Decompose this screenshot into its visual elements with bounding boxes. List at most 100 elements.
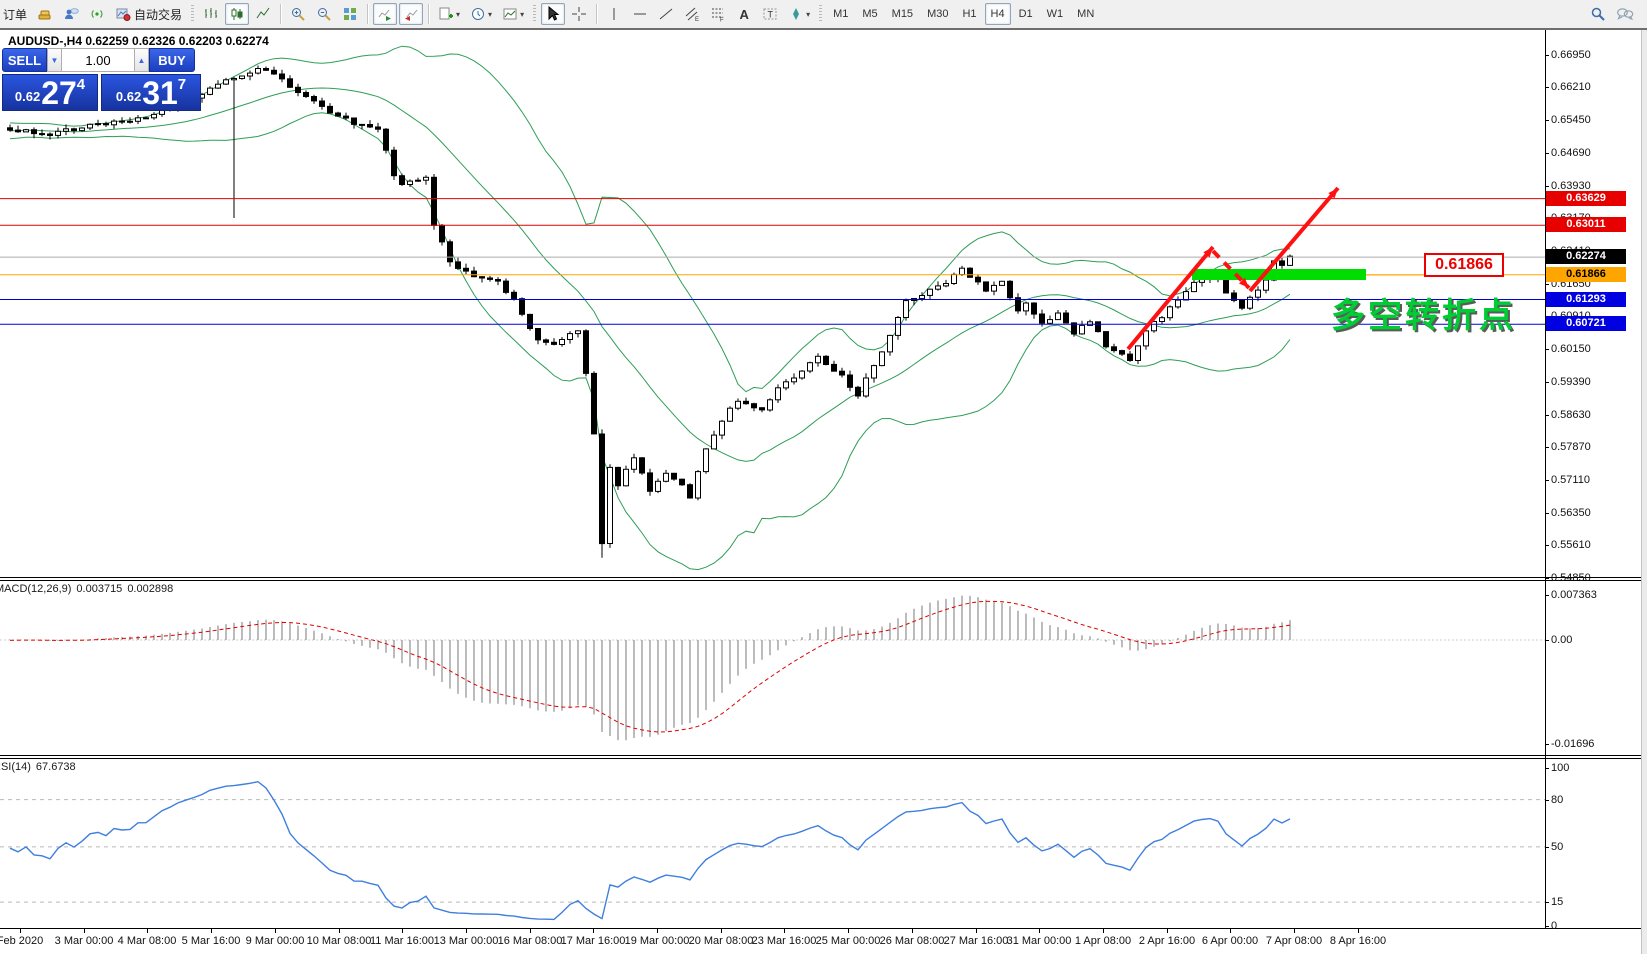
rsi-pane[interactable] [0,759,1545,927]
toolbar: 订单 自动交易 [0,0,1647,29]
date-tick [466,929,467,933]
cursor-button[interactable] [541,3,566,25]
date-tick [211,929,212,933]
text-label-button[interactable]: T [758,3,782,25]
tab-w1[interactable]: W1 [1046,8,1064,20]
volume-up-button[interactable]: ▲ [134,48,149,72]
toolbar-grip[interactable] [191,5,195,23]
chart-shift-button[interactable] [399,3,424,25]
buy-price-button[interactable]: 0.62 31 7 [101,74,201,111]
price-tick: 0.54850 [1551,572,1591,584]
auto-scroll-icon [378,9,392,21]
line-chart-button[interactable] [251,3,275,25]
window-border [0,28,1647,30]
tab-mn[interactable]: MN [1077,8,1095,20]
tab-h4[interactable]: H4 [984,3,1011,25]
new-order-button[interactable]: 订单 [0,3,31,25]
price-tick: 0.64690 [1551,147,1591,159]
date-tick [20,929,21,933]
tab-m15[interactable]: M15 [891,8,914,20]
fibonacci-button[interactable]: F [706,3,730,25]
tab-m30[interactable]: M30 [927,8,949,20]
accounts-button[interactable] [59,3,83,25]
zoom-out-button[interactable] [312,3,336,25]
main-chart-pane[interactable] [0,30,1545,577]
trendline-icon [659,8,673,20]
axis-tick [1545,902,1549,903]
toolbar-separator [280,4,282,24]
shapes-button[interactable]: ▾ [784,3,814,25]
horizontal-line-button[interactable] [628,3,652,25]
trendline-button[interactable] [654,3,678,25]
tab-m1[interactable]: M1 [833,8,849,20]
date-tick [657,929,658,933]
timeframe-group: M1 M5 M15 M30 H1 H4 D1 W1 MN [826,3,1101,25]
rsi-axis-tick: 80 [1551,794,1564,806]
axis-tick [1545,153,1549,154]
bar-chart-button[interactable] [199,3,223,25]
crosshair-button[interactable] [567,3,591,25]
date-tick [1103,929,1104,933]
date-label: 19 Mar 00:00 [624,935,690,947]
toolbar-grip[interactable] [819,5,823,23]
date-label: 17 Mar 16:00 [560,935,626,947]
new-chart-button[interactable]: ▾ [434,3,464,25]
axis-tick [1545,349,1549,350]
sell-button[interactable]: SELL [2,48,47,72]
buy-button[interactable]: BUY [149,48,195,72]
equidistant-channel-button[interactable]: E [680,3,704,25]
chat-button[interactable] [1612,3,1638,25]
zoom-out-icon [318,8,331,21]
date-tick [784,929,785,933]
volume-input[interactable]: 1.00 [62,48,134,72]
price-tick: 0.60150 [1551,343,1591,355]
date-tick [147,929,148,933]
templates-button[interactable]: ▾ [498,3,528,25]
price-callout[interactable]: 0.61866 [1424,253,1504,277]
date-tick [1039,929,1040,933]
annotation-text-cn[interactable]: 多空转折点 [1331,297,1516,335]
one-click-trading-panel: SELL ▼ 1.00 ▲ BUY 0.62 27 4 0.62 31 7 [2,48,201,111]
window-right-strip [1641,30,1647,954]
date-label: 2 Apr 16:00 [1138,935,1196,947]
auto-scroll-button[interactable] [373,3,398,25]
date-tick [721,929,722,933]
chevron-down-icon: ▾ [488,9,493,19]
horizontal-line-icon [634,13,647,15]
date-label: 27 Mar 16:00 [943,935,1009,947]
autotrading-button[interactable]: 自动交易 [111,3,186,25]
buy-price-pip: 7 [177,76,187,93]
tile-windows-button[interactable] [338,3,362,25]
search-button[interactable] [1586,3,1610,25]
gold-ingot-button[interactable] [33,3,57,25]
periods-button[interactable]: ▾ [466,3,496,25]
price-badge: 0.62274 [1546,249,1626,264]
zoom-in-button[interactable] [286,3,310,25]
tab-h1[interactable]: H1 [962,8,977,20]
axis-tick [1545,447,1549,448]
autotrading-icon [116,8,131,21]
tab-m5[interactable]: M5 [862,8,878,20]
signal-button[interactable] [85,3,109,25]
rsi-axis-tick: 50 [1551,841,1564,853]
candlestick-chart-button[interactable] [225,3,250,25]
price-tick: 0.66210 [1551,81,1591,93]
macd-axis-tick: 0.007363 [1551,589,1597,601]
sell-price-button[interactable]: 0.62 27 4 [2,74,98,111]
toolbar-separator [596,4,598,24]
pane-separator[interactable] [0,577,1641,578]
pane-separator[interactable] [0,755,1641,756]
axis-tick [1545,186,1549,187]
price-tick: 0.65450 [1551,114,1591,126]
price-tick: 0.55610 [1551,539,1591,551]
price-tick: 0.58630 [1551,409,1591,421]
macd-pane[interactable] [0,581,1545,754]
date-label: 6 Apr 00:00 [1201,935,1259,947]
volume-down-button[interactable]: ▼ [47,48,62,72]
date-label: 13 Mar 00:00 [433,935,499,947]
tab-d1[interactable]: D1 [1018,8,1033,20]
text-tool-button[interactable]: A [732,3,756,25]
toolbar-grip[interactable] [533,5,537,23]
vertical-line-button[interactable] [602,3,626,25]
axis-tick [1545,513,1549,514]
